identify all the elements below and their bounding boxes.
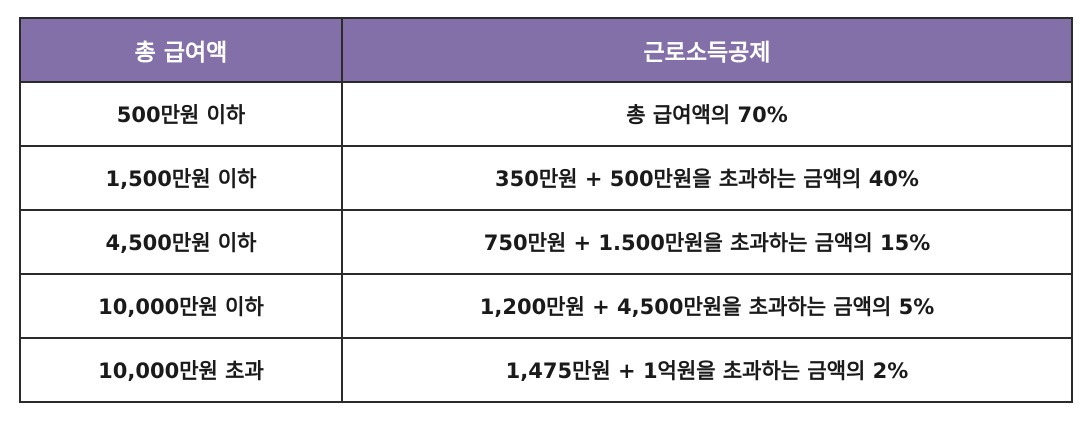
- column-header-earned-income-deduction: 근로소득공제: [341, 17, 1073, 83]
- table-row: 500만원 이하 총 급여액의 70%: [19, 81, 1073, 147]
- salary-bracket-cell: 4,500만원 이하: [19, 209, 343, 275]
- salary-bracket-cell: 10,000만원 초과: [19, 337, 343, 403]
- deduction-formula-cell: 1,475만원 + 1억원을 초과하는 금액의 2%: [341, 337, 1073, 403]
- table-row: 1,500만원 이하 350만원 + 500만원을 초과하는 금액의 40%: [19, 145, 1073, 211]
- earned-income-deduction-table: 총 급여액 근로소득공제 500만원 이하 총 급여액의 70% 1,500만원…: [19, 17, 1073, 403]
- salary-bracket-cell: 500만원 이하: [19, 81, 343, 147]
- salary-bracket-cell: 10,000만원 이하: [19, 273, 343, 339]
- deduction-formula-cell: 총 급여액의 70%: [341, 81, 1073, 147]
- salary-bracket-cell: 1,500만원 이하: [19, 145, 343, 211]
- deduction-formula-cell: 1,200만원 + 4,500만원을 초과하는 금액의 5%: [341, 273, 1073, 339]
- deduction-formula-cell: 750만원 + 1.500만원을 초과하는 금액의 15%: [341, 209, 1073, 275]
- table-row: 10,000만원 초과 1,475만원 + 1억원을 초과하는 금액의 2%: [19, 337, 1073, 403]
- deduction-formula-cell: 350만원 + 500만원을 초과하는 금액의 40%: [341, 145, 1073, 211]
- column-header-total-salary: 총 급여액: [19, 17, 343, 83]
- table-header-row: 총 급여액 근로소득공제: [19, 17, 1073, 83]
- table-row: 4,500만원 이하 750만원 + 1.500만원을 초과하는 금액의 15%: [19, 209, 1073, 275]
- table-row: 10,000만원 이하 1,200만원 + 4,500만원을 초과하는 금액의 …: [19, 273, 1073, 339]
